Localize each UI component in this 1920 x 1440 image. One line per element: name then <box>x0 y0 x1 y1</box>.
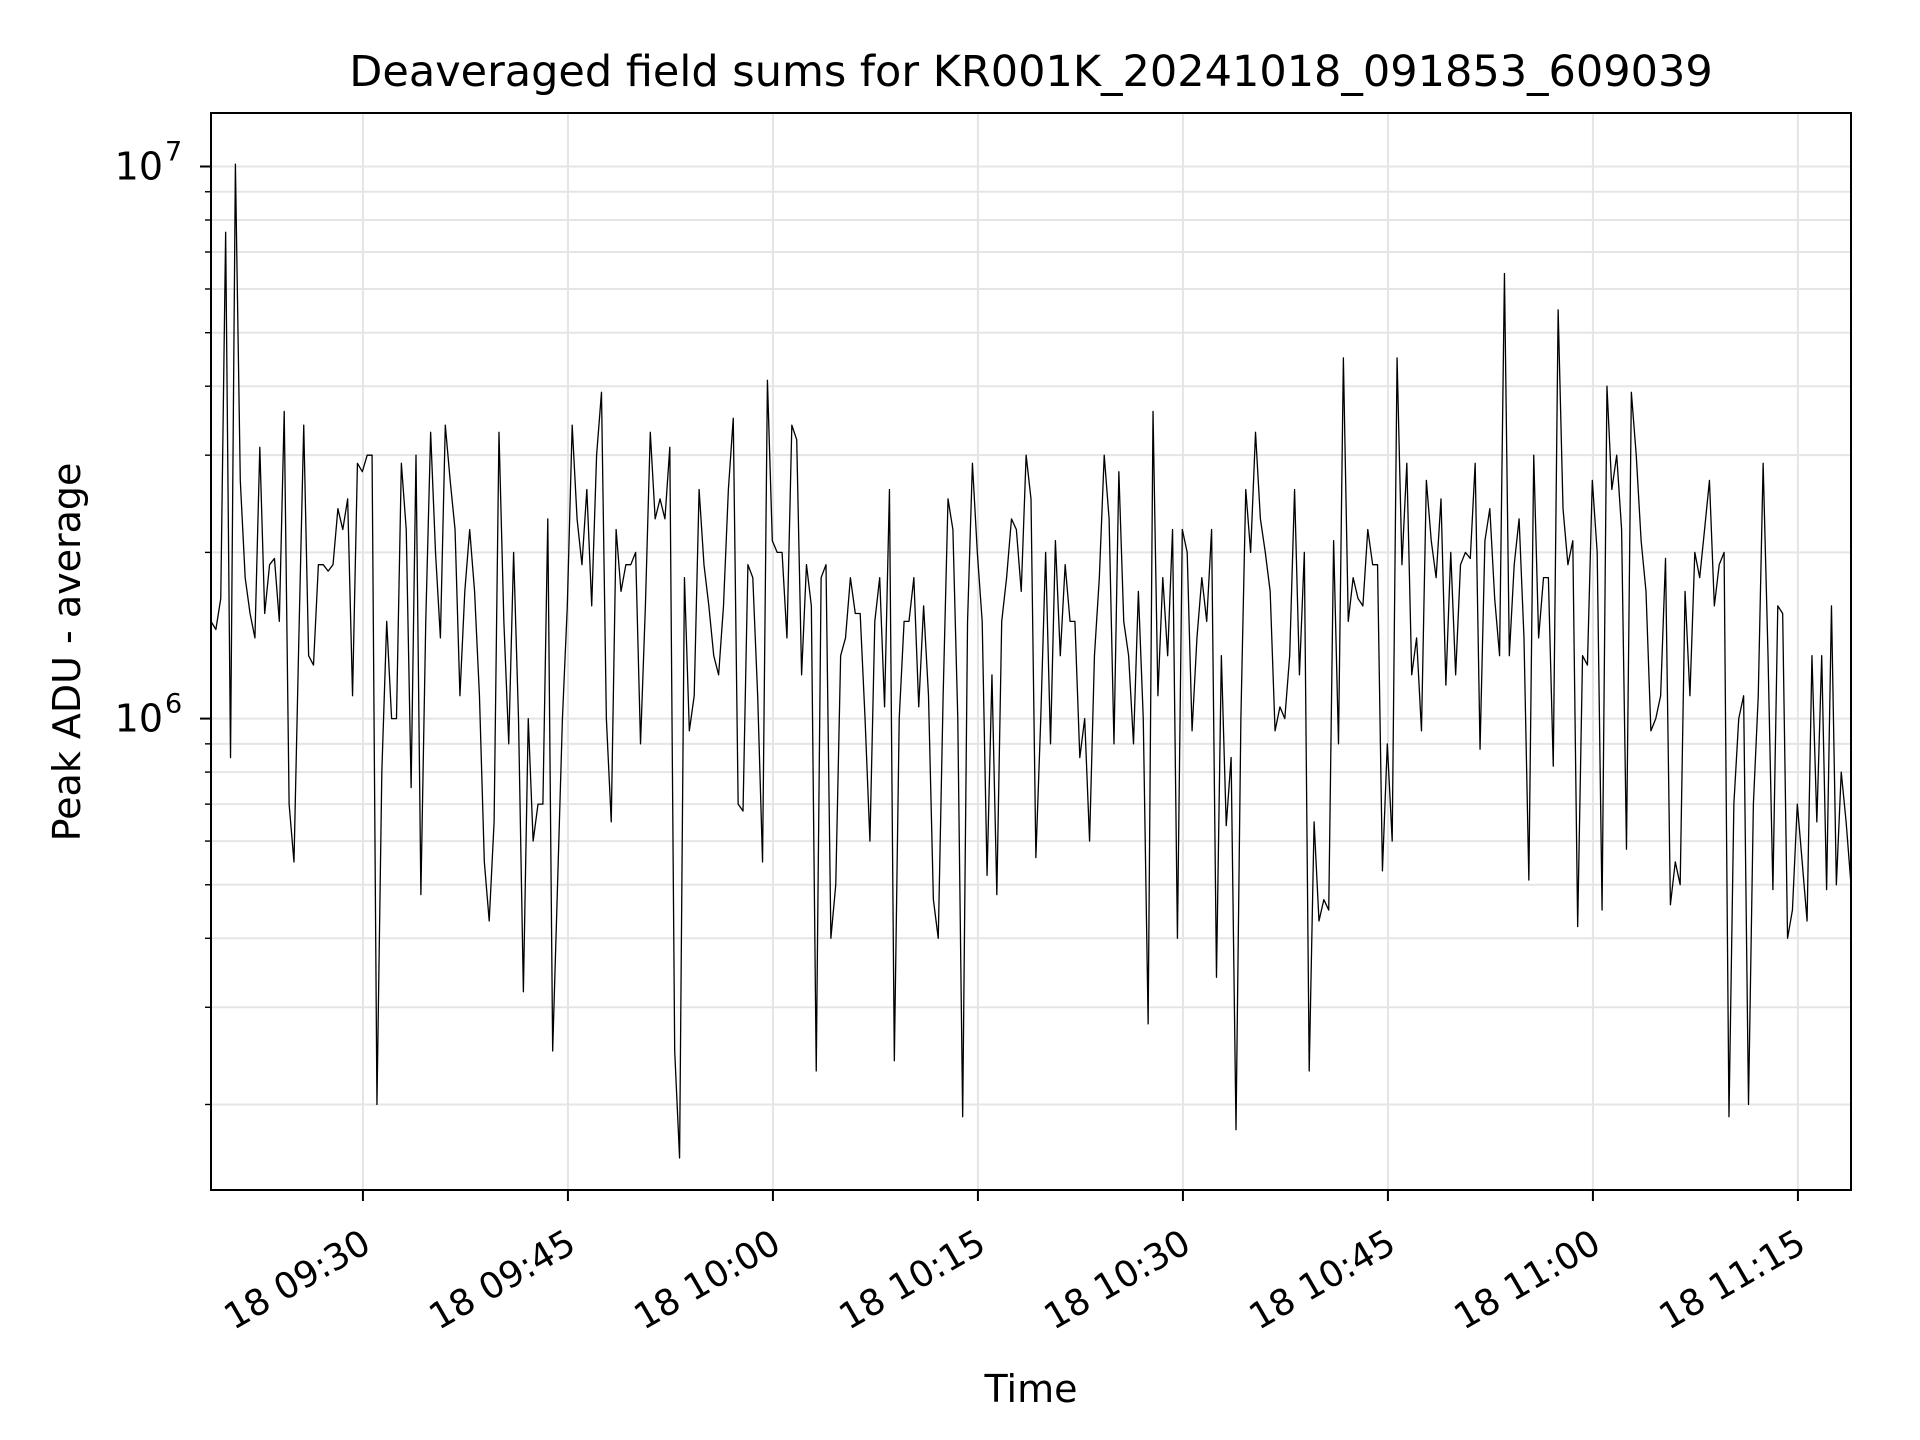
chart-title: Deaveraged field sums for KR001K_2024101… <box>349 47 1712 97</box>
series-line <box>211 163 1851 1159</box>
y-tick-label-base: 10 <box>115 145 163 189</box>
y-tick-label: 10 <box>115 697 163 741</box>
y-tick-label-exponent: 6 <box>165 689 182 720</box>
y-tick-label-base: 10 <box>115 697 163 741</box>
plot-area <box>211 163 1851 1159</box>
y-axis-label: Peak ADU - average <box>45 463 89 842</box>
y-tick-label-exponent: 7 <box>165 137 182 168</box>
y-tick-label: 10 <box>115 145 163 189</box>
grid <box>211 113 1851 1190</box>
x-axis-label: Time <box>984 1367 1078 1411</box>
axes-frame <box>210 112 1852 1191</box>
